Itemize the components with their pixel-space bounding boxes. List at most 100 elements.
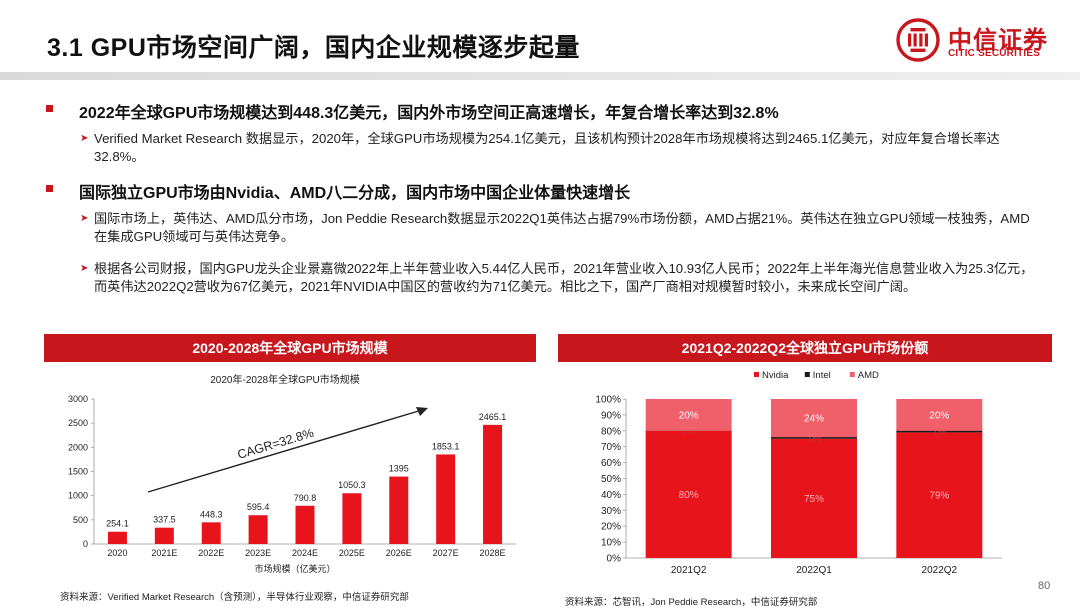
citic-logo: 中信证券 CITIC SECURITIES [896,18,1056,64]
chart-title: 2020年-2028年全球GPU市场规模 [210,373,360,386]
bar-value-label: 1853.1 [432,441,460,451]
bar-value-label: 448.3 [200,509,223,519]
bar-value-label: 790.8 [294,493,317,503]
y-tick-label: 50% [601,474,621,485]
x-tick-label: 2024E [292,548,318,558]
stacked-bar-segment [896,432,983,558]
stacked-bar-segment [645,399,732,431]
y-tick-label: 500 [73,515,88,525]
segment-value-label: 75% [804,494,824,505]
x-tick-label: 2023E [245,548,271,558]
gpu-market-share-chart: Nvidia Intel AMD 0% 10% 20% 30% 40% 50% 60% 70% 80%… [595,370,1002,576]
bar-value-label: 337.5 [153,515,176,525]
x-tick-label: 2022Q1 [796,565,832,576]
legend-swatch [754,372,759,377]
stacked-bar-segment [896,399,983,431]
citic-logo-icon [896,18,940,62]
bar [295,505,315,544]
bar [436,454,456,544]
y-tick-label: 80% [601,426,621,437]
bullet-point-text: 国际市场上，英伟达、AMD瓜分市场，Jon Peddie Research数据显… [94,211,1030,244]
bar [389,476,409,544]
x-tick-label: 2025E [339,548,365,558]
header-divider [0,72,1080,80]
bar [154,527,174,544]
bar-value-label: 1395 [389,464,409,474]
segment-value-label: 0% [681,426,696,437]
legend-swatch [804,372,810,377]
y-tick-label: 2500 [68,418,88,428]
x-tick-label: 2026E [386,548,412,558]
y-tick-label: 0% [607,554,622,565]
x-tick-label: 2021Q2 [671,565,707,576]
page-number: 80 [1038,580,1051,592]
segment-value-label: 24% [804,414,824,425]
bar-value-label: 254.1 [106,519,129,529]
y-tick-label: 0 [83,539,88,549]
x-tick-label: 2022Q2 [922,565,958,576]
segment-value-label: 1% [932,427,947,438]
right-chart-heading: 2021Q2-2022Q2全球独立GPU市场份额 [558,334,1052,362]
right-chart-source: 资料来源：芯智讯，Jon Peddie Research，中信证券研究部 [565,597,818,608]
arrow-bullet-icon: ➤ [80,213,89,224]
bar-value-label: 1050.3 [338,480,366,490]
slide-title: 3.1 GPU市场空间广阔，国内企业规模逐步起量 [47,34,580,62]
y-tick-label: 20% [601,522,621,533]
bullet-point-text: Verified Market Research 数据显示，2020年，全球GP… [94,131,1000,164]
x-tick-label: 2020 [107,548,127,558]
bullet-heading-text: 国际独立GPU市场由Nvidia、AMD八二分成，国内市场中国企业体量快速增长 [79,185,631,202]
y-tick-label: 40% [601,490,621,501]
segment-value-label: 1% [807,433,822,444]
stacked-bar-segment [896,430,983,433]
legend-swatch [849,372,855,377]
bar-value-label: 2465.1 [479,412,507,422]
y-tick-label: 3000 [68,394,88,404]
y-tick-label: 90% [601,410,621,421]
y-tick-label: 70% [601,442,621,453]
arrow-bullet-icon: ➤ [80,263,89,274]
stacked-bar-segment [771,438,857,558]
stacked-bar-segment [771,399,857,438]
left-chart-source: 资料来源：Verified Market Research（含预测），半导体行业… [60,592,409,603]
cagr-arrow-head-icon [416,407,428,416]
bar [107,531,127,544]
gpu-market-size-chart: 2020年-2028年全球GPU市场规模 0 500 1000 1500 2000 2500… [68,373,516,574]
square-bullet-icon [46,105,53,112]
slide-header: 3.1 GPU市场空间广阔，国内企业规模逐步起量 中信证券 CITIC SECU… [0,0,1080,82]
segment-value-label: 20% [929,410,949,421]
segment-value-label: 79% [929,491,949,502]
logo-text-cn: 中信证券 [948,27,1048,54]
logo-text-en: CITIC SECURITIES [948,48,1041,59]
x-tick-label: 2028E [480,548,506,558]
y-tick-label: 10% [601,538,621,549]
stacked-bar-segment [771,436,857,439]
x-tick-label: 2021E [151,548,177,558]
bar [342,493,362,544]
x-tick-label: 2027E [433,548,459,558]
square-bullet-icon [46,185,53,192]
bar [248,515,268,544]
y-tick-label: 60% [601,458,621,469]
legend-label: Intel [813,370,831,381]
legend-label: AMD [858,370,879,381]
legend-label: Nvidia [762,370,789,381]
arrow-bullet-icon: ➤ [80,133,89,144]
left-chart-heading: 2020-2028年全球GPU市场规模 [44,334,536,362]
cagr-arrow-line [147,409,423,493]
y-tick-label: 30% [601,506,621,517]
bar-value-label: 595.4 [247,502,270,512]
y-tick-label: 100% [595,395,621,406]
bar [201,522,221,544]
bar [483,424,503,544]
x-tick-label: 2022E [198,548,224,558]
y-tick-label: 1000 [68,491,88,501]
y-tick-label: 1500 [68,467,88,477]
stacked-bar-segment [645,430,732,558]
cagr-annotation: CAGR=32.8% [236,426,316,462]
x-axis-title: 市场规模（亿美元） [254,563,335,574]
segment-value-label: 80% [679,490,699,501]
bullet-point-text: 根据各公司财报，国内GPU龙头企业景嘉微2022年上半年营业收入5.44亿人民币… [94,261,1034,294]
y-tick-label: 2000 [68,442,88,452]
segment-value-label: 20% [679,410,699,421]
bullet-heading-text: 2022年全球GPU市场规模达到448.3亿美元，国内外市场空间正高速增长，年复… [79,105,779,122]
